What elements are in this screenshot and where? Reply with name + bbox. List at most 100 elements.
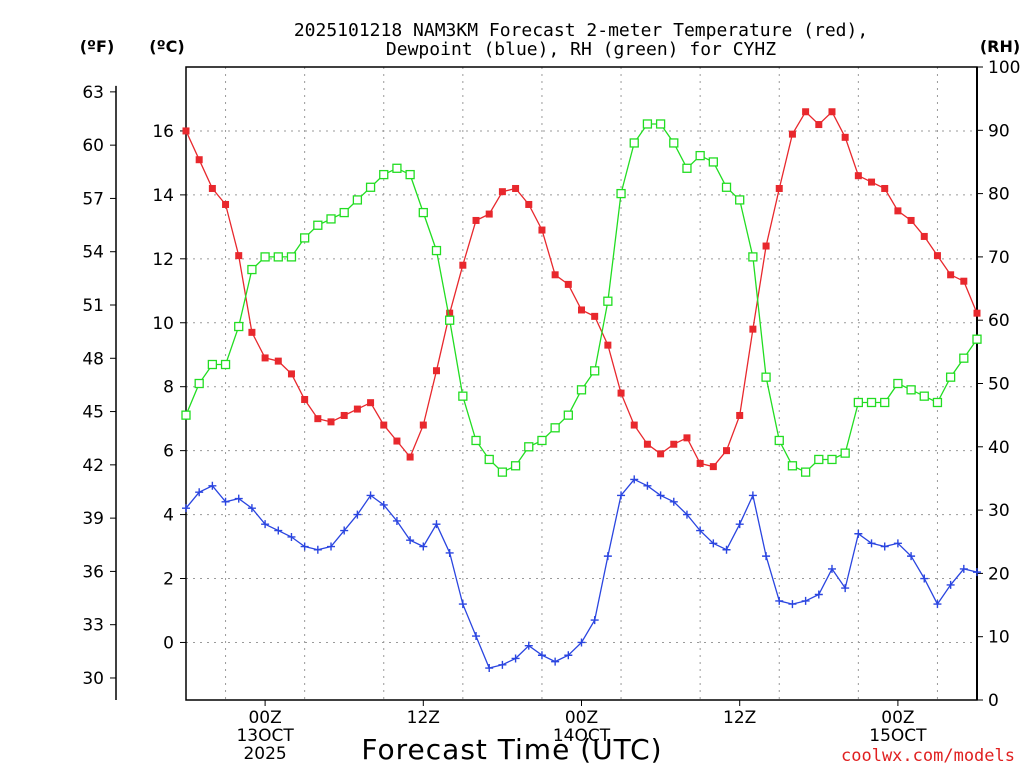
dewpoint-point	[485, 664, 494, 673]
rh-tick-label: 80	[988, 185, 1010, 205]
rh-point	[445, 315, 455, 325]
rh-point	[629, 138, 639, 148]
temperature-point	[868, 178, 876, 186]
dewpoint-point	[682, 510, 691, 519]
rh-point	[735, 195, 745, 205]
dewpoint-point	[946, 580, 955, 589]
rh-point	[721, 182, 732, 192]
rh-tick-label: 30	[988, 501, 1010, 521]
dewpoint-point	[406, 536, 415, 545]
celsius-tick-label: 12	[152, 250, 174, 270]
grid-lines	[186, 67, 977, 700]
rh-point	[814, 454, 824, 465]
x-tick-label: 12Z	[723, 708, 756, 728]
temperature-point	[841, 133, 849, 141]
rh-point	[510, 461, 521, 471]
dewpoint-point	[643, 481, 652, 490]
rh-point	[563, 410, 573, 420]
celsius-tick-label: 10	[152, 314, 174, 334]
rh-tick-label: 70	[988, 248, 1010, 268]
fahrenheit-tick-label: 48	[82, 349, 104, 369]
fahrenheit-tick-label: 36	[82, 562, 104, 582]
dewpoint-point	[221, 497, 230, 506]
rh-point	[774, 435, 784, 446]
rh-point	[273, 252, 283, 262]
temperature-point	[432, 367, 440, 375]
rh-point	[880, 397, 890, 408]
dewpoint-point	[775, 596, 784, 605]
chart-title-line2: Dewpoint (blue), RH (green) for CYHZ	[386, 39, 776, 60]
temperature-point	[775, 184, 783, 192]
rh-tick-label: 0	[988, 691, 999, 711]
dewpoint-point	[247, 504, 256, 513]
rh-point	[695, 150, 705, 161]
dewpoint-point	[880, 542, 889, 551]
dewpoint-point	[907, 552, 916, 561]
temperature-point	[578, 306, 585, 314]
temperature-point	[393, 437, 401, 445]
celsius-tick-label: 14	[152, 186, 174, 206]
fahrenheit-tick-label: 42	[82, 456, 104, 476]
rh-tick-label: 90	[988, 121, 1010, 141]
dewpoint-point	[458, 600, 467, 609]
rh-point	[181, 410, 191, 420]
dewpoint-point	[353, 510, 362, 519]
rh-point	[471, 435, 481, 446]
temperature-point	[920, 232, 928, 240]
temperature-point	[406, 453, 414, 461]
chart-title-line1: 2025101218 NAM3KM Forecast 2-meter Tempe…	[294, 20, 868, 41]
temperature-point	[287, 370, 295, 378]
dewpoint-point	[827, 564, 836, 573]
rh-point	[524, 442, 534, 452]
temperature-point	[696, 459, 704, 467]
temperature-point	[591, 312, 599, 320]
dewpoint-point	[287, 532, 296, 541]
dewpoint-point	[274, 526, 283, 535]
rh-point	[405, 169, 415, 180]
rh-point	[299, 233, 310, 243]
x-axis-label: Forecast Time (UTC)	[361, 733, 662, 766]
temperature-point	[353, 405, 361, 413]
dewpoint-point	[630, 475, 639, 484]
dewpoint-point	[327, 542, 336, 551]
temperature-point	[327, 418, 335, 426]
dewpoint-point	[182, 504, 190, 513]
rh-point	[247, 264, 257, 275]
fahrenheit-tick-label: 45	[82, 403, 104, 423]
x-tick-label: 2025	[243, 744, 286, 764]
temperature-point	[551, 271, 559, 279]
dewpoint-point	[933, 600, 942, 609]
celsius-tick-label: 2	[163, 570, 174, 590]
temperature-point	[604, 341, 612, 349]
temperature-point	[881, 184, 889, 192]
rh-point	[682, 163, 692, 173]
dewpoint-point	[893, 539, 902, 548]
temperature-point	[802, 108, 810, 116]
rh-point	[590, 366, 600, 376]
fahrenheit-tick-label: 60	[82, 136, 104, 156]
x-tick-label: 12Z	[407, 708, 440, 728]
dewpoint-point	[617, 491, 626, 500]
dewpoint-point	[392, 516, 401, 525]
temperature-point	[854, 172, 862, 180]
dewpoint-point	[656, 491, 665, 500]
temperature-point	[670, 440, 678, 448]
rh-point	[919, 391, 929, 401]
dewpoint-point	[208, 481, 217, 490]
dewpoint-point	[762, 552, 771, 561]
dewpoint-point	[788, 600, 797, 609]
celsius-tick-label: 0	[163, 633, 174, 653]
dewpoint-point	[340, 526, 349, 535]
rh-point	[339, 207, 349, 218]
dewpoint-point	[379, 500, 388, 509]
temperature-point	[512, 184, 520, 192]
rh-point	[220, 359, 231, 370]
dewpoint-point	[603, 552, 612, 561]
rh-point	[642, 119, 653, 129]
dewpoint-point	[234, 494, 243, 503]
rh-point	[655, 119, 666, 129]
rh-point	[787, 461, 798, 471]
dewpoint-point	[300, 542, 309, 551]
fahrenheit-tick-label: 54	[82, 243, 104, 263]
fahrenheit-tick-label: 39	[82, 509, 104, 529]
